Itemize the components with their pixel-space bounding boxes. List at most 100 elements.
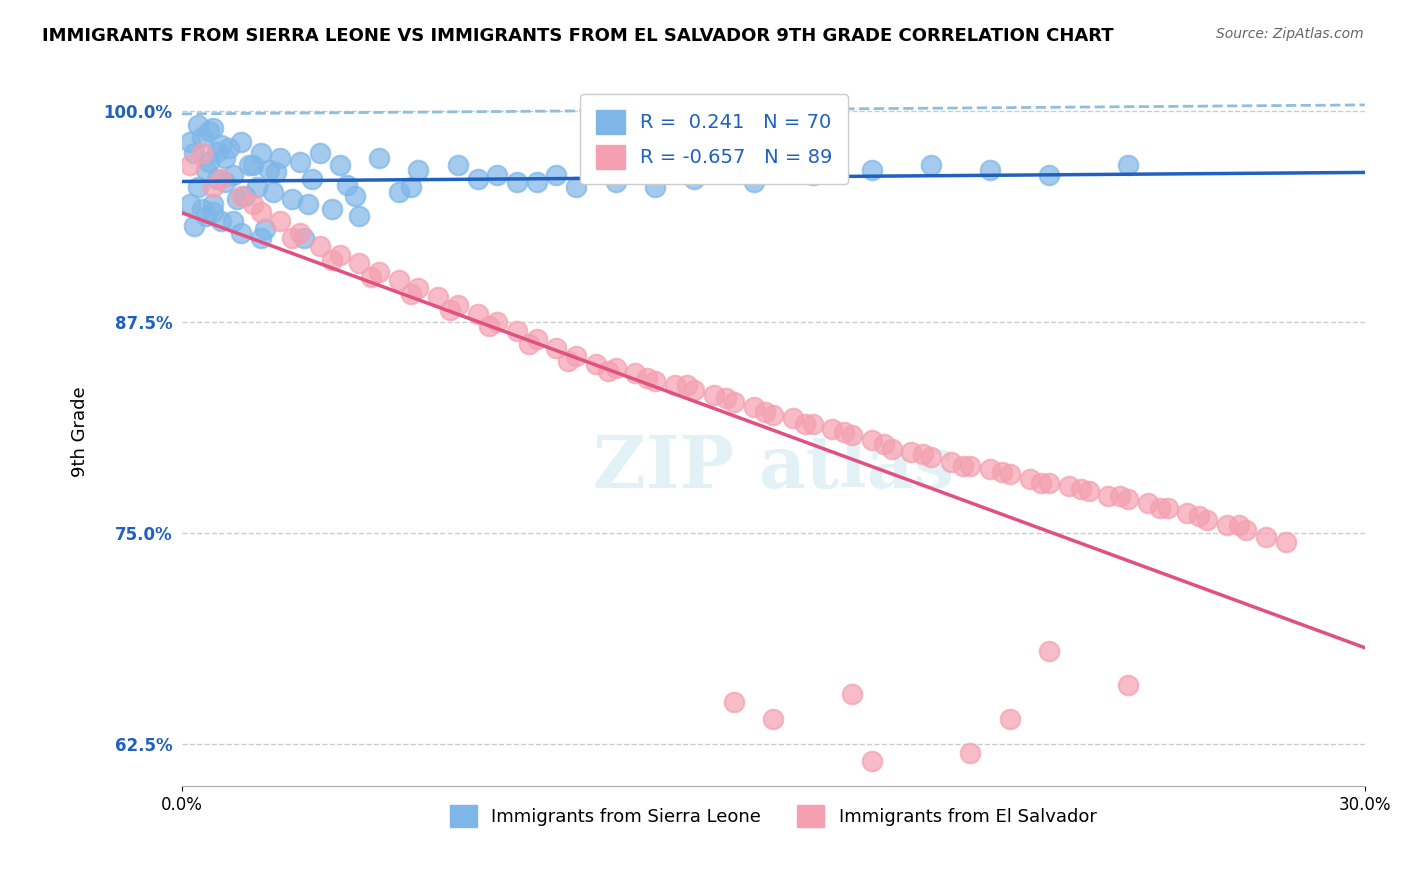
Point: [242, 197, 264, 211]
Point: [447, 298, 470, 312]
Point: [873, 437, 896, 451]
Point: [605, 175, 627, 189]
Point: [329, 248, 352, 262]
Point: [187, 180, 209, 194]
Point: [1109, 489, 1132, 503]
Point: [1018, 472, 1040, 486]
Point: [1070, 483, 1092, 497]
Point: [214, 175, 236, 189]
Point: [183, 219, 205, 233]
Text: ZIP atlas: ZIP atlas: [593, 432, 953, 503]
Point: [793, 417, 815, 431]
Point: [1077, 484, 1099, 499]
Text: Source: ZipAtlas.com: Source: ZipAtlas.com: [1216, 27, 1364, 41]
Point: [202, 121, 225, 136]
Point: [222, 169, 245, 183]
Point: [187, 118, 209, 132]
Point: [723, 394, 745, 409]
Point: [209, 214, 232, 228]
Point: [506, 324, 529, 338]
Point: [209, 138, 232, 153]
Point: [399, 286, 422, 301]
Point: [782, 411, 804, 425]
Point: [194, 163, 217, 178]
Point: [281, 231, 304, 245]
Point: [238, 158, 260, 172]
Point: [486, 315, 509, 329]
Point: [1057, 479, 1080, 493]
Point: [360, 269, 382, 284]
Point: [321, 202, 343, 216]
Point: [683, 171, 706, 186]
Point: [821, 421, 844, 435]
Point: [517, 337, 540, 351]
Point: [1116, 678, 1139, 692]
Point: [190, 129, 212, 144]
Point: [229, 226, 252, 240]
Point: [179, 135, 201, 149]
Point: [190, 202, 212, 216]
Point: [308, 239, 330, 253]
Point: [292, 231, 315, 245]
Point: [1175, 506, 1198, 520]
Point: [636, 371, 658, 385]
Point: [742, 175, 765, 189]
Point: [308, 146, 330, 161]
Point: [801, 417, 824, 431]
Point: [714, 391, 737, 405]
Point: [198, 154, 221, 169]
Point: [222, 214, 245, 228]
Point: [226, 192, 249, 206]
Point: [880, 442, 903, 456]
Point: [202, 197, 225, 211]
Point: [344, 188, 367, 202]
Point: [249, 231, 271, 245]
Point: [183, 146, 205, 161]
Point: [860, 754, 883, 768]
Point: [959, 458, 981, 473]
Point: [703, 388, 725, 402]
Point: [297, 197, 319, 211]
Point: [860, 163, 883, 178]
Point: [368, 264, 391, 278]
Point: [179, 197, 201, 211]
Legend: Immigrants from Sierra Leone, Immigrants from El Salvador: Immigrants from Sierra Leone, Immigrants…: [443, 797, 1104, 834]
Point: [832, 425, 855, 439]
Point: [557, 354, 579, 368]
Point: [269, 214, 291, 228]
Point: [920, 450, 942, 465]
Point: [202, 180, 225, 194]
Point: [257, 163, 280, 178]
Point: [209, 171, 232, 186]
Point: [742, 400, 765, 414]
Point: [920, 814, 942, 828]
Point: [546, 169, 568, 183]
Point: [388, 273, 411, 287]
Point: [288, 226, 311, 240]
Point: [546, 341, 568, 355]
Point: [959, 746, 981, 760]
Point: [912, 447, 935, 461]
Point: [841, 687, 863, 701]
Point: [349, 209, 371, 223]
Point: [336, 178, 359, 193]
Point: [288, 154, 311, 169]
Point: [368, 152, 391, 166]
Point: [399, 180, 422, 194]
Point: [644, 374, 666, 388]
Point: [596, 364, 619, 378]
Point: [801, 169, 824, 183]
Point: [526, 175, 548, 189]
Point: [242, 158, 264, 172]
Point: [1227, 517, 1250, 532]
Point: [1236, 523, 1258, 537]
Point: [207, 171, 229, 186]
Point: [1195, 513, 1218, 527]
Point: [486, 169, 509, 183]
Point: [1156, 500, 1178, 515]
Point: [229, 135, 252, 149]
Point: [1116, 492, 1139, 507]
Point: [202, 205, 225, 219]
Point: [388, 186, 411, 200]
Point: [506, 175, 529, 189]
